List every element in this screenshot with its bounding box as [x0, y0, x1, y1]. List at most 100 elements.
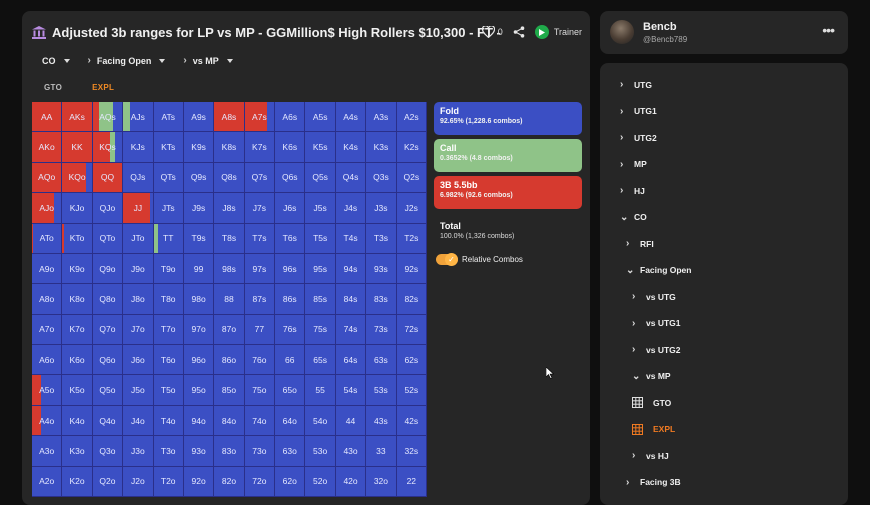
hand-cell[interactable]: Q4s — [335, 162, 367, 194]
hand-cell[interactable]: 94s — [335, 253, 367, 285]
hand-cell[interactable]: A6o — [32, 345, 63, 376]
hand-cell[interactable]: 33 — [366, 436, 397, 467]
hand-cell[interactable]: 92o — [183, 466, 215, 497]
hand-cell[interactable]: 96o — [183, 345, 215, 376]
hand-cell[interactable]: K8o — [62, 284, 93, 315]
hand-cell[interactable]: J5s — [305, 193, 336, 224]
hand-cell[interactable]: QTo — [92, 223, 124, 254]
hand-cell[interactable]: 22 — [396, 466, 427, 497]
more-options-icon[interactable]: ••• — [822, 22, 835, 38]
hand-cell[interactable]: K9s — [183, 132, 215, 163]
hand-cell[interactable]: 52o — [305, 466, 336, 497]
hand-cell[interactable]: T8s — [214, 223, 245, 254]
hand-cell[interactable]: Q6o — [92, 345, 124, 376]
hand-cell[interactable]: 72o — [244, 466, 276, 497]
share-button[interactable] — [513, 26, 525, 38]
tree-item-gto[interactable]: GTO — [632, 397, 671, 408]
hand-cell[interactable]: 32o — [366, 466, 397, 497]
hand-cell[interactable]: 53s — [366, 375, 397, 406]
hand-cell[interactable]: Q2o — [92, 466, 124, 497]
toggle-switch[interactable]: ✓ — [436, 253, 458, 266]
hand-cell[interactable]: 95o — [183, 375, 215, 406]
hand-cell[interactable]: J4o — [123, 405, 154, 437]
hand-cell[interactable]: QQ — [92, 162, 124, 194]
hand-cell[interactable]: JTs — [153, 193, 184, 224]
hand-cell[interactable]: 87o — [214, 314, 245, 346]
hand-cell[interactable]: 64o — [275, 405, 306, 437]
tree-item-vs-utg[interactable]: › vs UTG — [632, 291, 676, 302]
hand-cell[interactable]: 98o — [183, 284, 215, 315]
hand-cell[interactable]: 86o — [214, 345, 245, 376]
hand-cell[interactable]: T6o — [153, 345, 184, 376]
legend-fold[interactable]: Fold 92.65% (1,228.6 combos) — [434, 102, 582, 135]
hand-cell[interactable]: A6s — [275, 102, 306, 133]
avatar[interactable] — [610, 20, 634, 44]
hand-cell[interactable]: Q7s — [244, 162, 276, 194]
hand-cell[interactable]: QJo — [92, 193, 124, 224]
hand-cell[interactable]: T4o — [153, 405, 184, 437]
hand-cell[interactable]: Q5o — [92, 375, 124, 406]
tree-item-utg1[interactable]: › UTG1 — [620, 106, 657, 117]
hand-cell[interactable]: T5o — [153, 375, 184, 406]
hand-cell[interactable]: J7o — [123, 314, 154, 346]
hand-cell[interactable]: KQo — [62, 162, 93, 194]
hand-cell[interactable]: 85s — [305, 284, 336, 315]
hand-cell[interactable]: 96s — [275, 253, 306, 285]
hand-cell[interactable]: Q5s — [305, 162, 336, 194]
hand-cell[interactable]: A7o — [32, 314, 63, 346]
tree-item-utg2[interactable]: › UTG2 — [620, 132, 657, 143]
tree-item-hj[interactable]: › HJ — [620, 185, 645, 196]
hand-cell[interactable]: A4o — [32, 405, 63, 437]
tree-item-facing-open[interactable]: ⌄ Facing Open — [626, 265, 691, 276]
hand-cell[interactable]: Q8s — [214, 162, 245, 194]
hand-cell[interactable]: 54s — [335, 375, 367, 406]
hand-cell[interactable]: KJs — [123, 132, 154, 163]
hand-cell[interactable]: AA — [32, 102, 63, 133]
tab-expl[interactable]: EXPL — [92, 83, 115, 92]
tree-item-rfi[interactable]: › RFI — [626, 238, 654, 249]
hand-cell[interactable]: 77 — [244, 314, 276, 346]
tab-gto[interactable]: GTO — [44, 83, 63, 92]
hand-cell[interactable]: 73s — [366, 314, 397, 346]
hand-cell[interactable]: 85o — [214, 375, 245, 406]
hand-cell[interactable]: J6o — [123, 345, 154, 376]
hand-cell[interactable]: K3o — [62, 436, 93, 467]
hand-cell[interactable]: T9o — [153, 253, 184, 285]
hand-cell[interactable]: Q2s — [396, 162, 427, 194]
hand-cell[interactable]: J9s — [183, 193, 215, 224]
hand-cell[interactable]: 73o — [244, 436, 276, 467]
hand-cell[interactable]: 93o — [183, 436, 215, 467]
hand-cell[interactable]: Q9o — [92, 253, 124, 285]
hand-cell[interactable]: A2s — [396, 102, 427, 133]
hand-cell[interactable]: T3s — [366, 223, 397, 254]
hand-cell[interactable]: K4o — [62, 405, 93, 437]
hand-cell[interactable]: K6s — [275, 132, 306, 163]
hand-cell[interactable]: 83s — [366, 284, 397, 315]
hand-cell[interactable]: TT — [153, 223, 184, 254]
hand-cell[interactable]: 97o — [183, 314, 215, 346]
hand-cell[interactable]: 95s — [305, 253, 336, 285]
tree-item-expl[interactable]: EXPL — [632, 423, 675, 435]
hand-cell[interactable]: J8s — [214, 193, 245, 224]
hand-cell[interactable]: K9o — [62, 253, 93, 285]
hand-cell[interactable]: A8o — [32, 284, 63, 315]
hand-cell[interactable]: 74s — [335, 314, 367, 346]
hand-cell[interactable]: 82o — [214, 466, 245, 497]
hand-cell[interactable]: K8s — [214, 132, 245, 163]
hand-cell[interactable]: Q6s — [275, 162, 306, 194]
hand-cell[interactable]: 92s — [396, 253, 427, 285]
hand-cell[interactable]: Q3o — [92, 436, 124, 467]
hand-cell[interactable]: K2s — [396, 132, 427, 163]
hand-cell[interactable]: A4s — [335, 102, 367, 133]
hand-cell[interactable]: 84o — [214, 405, 245, 437]
hand-cell[interactable]: J3s — [366, 193, 397, 224]
hand-cell[interactable]: 98s — [214, 253, 245, 285]
hand-cell[interactable]: Q7o — [92, 314, 124, 346]
hand-cell[interactable]: K7o — [62, 314, 93, 346]
villain-dropdown[interactable]: › vs MP — [183, 55, 233, 66]
hand-cell[interactable]: A9o — [32, 253, 63, 285]
hand-cell[interactable]: 82s — [396, 284, 427, 315]
hand-cell[interactable]: K5o — [62, 375, 93, 406]
hand-cell[interactable]: ATo — [32, 223, 63, 254]
legend-call[interactable]: Call 0.3652% (4.8 combos) — [434, 139, 582, 172]
